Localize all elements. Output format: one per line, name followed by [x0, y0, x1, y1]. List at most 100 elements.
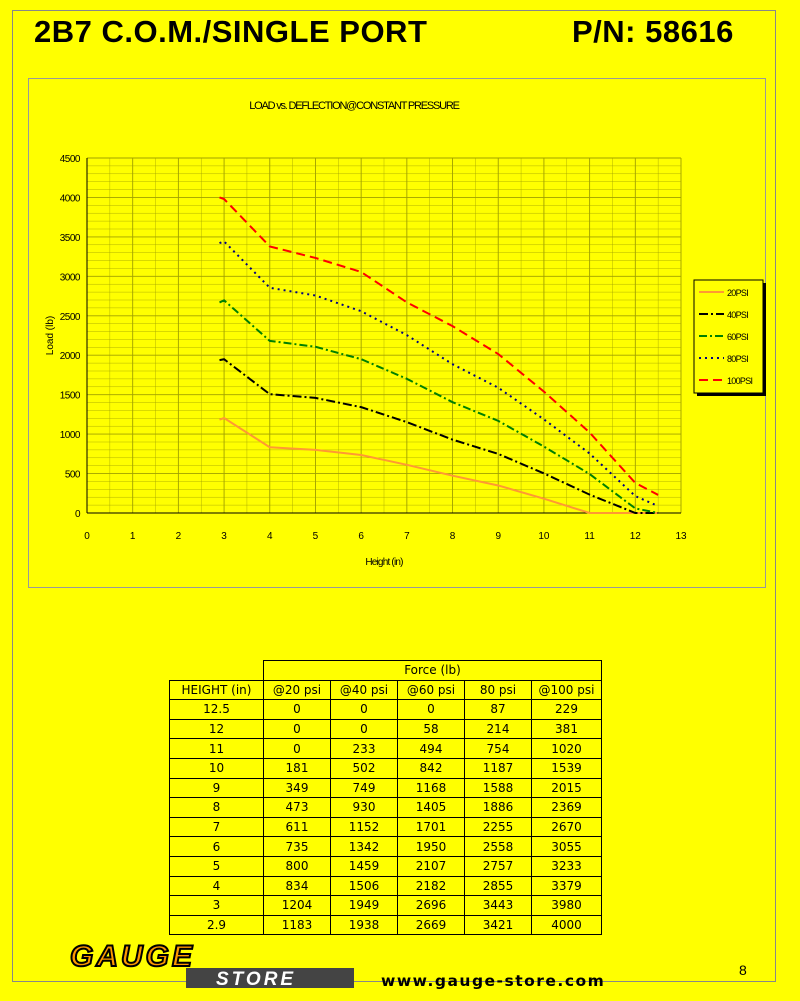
x-tick-label: 2 — [176, 531, 182, 542]
x-tick-label: 10 — [538, 531, 550, 542]
table-cell: 10 — [169, 757, 264, 779]
y-axis-label: Load (lb) — [45, 316, 56, 355]
series-line-60psi — [219, 299, 659, 514]
legend-label: 20PSI — [727, 288, 748, 298]
table-cell: 11 — [169, 738, 264, 759]
page-number: 8 — [739, 962, 747, 978]
table-cell: 8 — [169, 797, 264, 818]
column-header: HEIGHT (in) — [169, 679, 264, 701]
table-cell: 0 — [263, 738, 331, 759]
legend-label: 100PSI — [727, 376, 753, 386]
y-tick-label: 1000 — [60, 430, 81, 441]
table-cell: 0 — [397, 699, 465, 720]
series-line-20psi — [219, 416, 659, 514]
table-cell: 2558 — [464, 836, 532, 857]
table-cell: 2182 — [397, 875, 465, 897]
x-tick-label: 6 — [358, 531, 364, 542]
table-cell: 6 — [169, 836, 264, 857]
table-cell: 3055 — [531, 836, 602, 857]
table-cell: 1938 — [330, 914, 398, 936]
y-tick-label: 4000 — [60, 193, 81, 204]
table-cell: 473 — [263, 797, 331, 818]
table-cell: 754 — [464, 738, 532, 759]
series-line-40psi — [219, 358, 659, 514]
table-row: 8 473 930 1405 1886 2369 — [169, 797, 602, 818]
table-corner — [170, 661, 264, 681]
table-row: 9 349 749 1168 1588 2015 — [169, 777, 602, 799]
force-table: Force (lb) HEIGHT (in) @20 psi @40 psi @60 … — [169, 660, 602, 936]
table-cell: 842 — [397, 757, 465, 779]
table-cell: 2855 — [464, 875, 532, 897]
table-cell: 1152 — [330, 816, 398, 838]
x-tick-label: 0 — [84, 531, 90, 542]
table-cell: 800 — [263, 855, 331, 877]
table-cell: 349 — [263, 777, 331, 799]
table-cell: 12.5 — [169, 699, 264, 720]
table-cell: 1204 — [263, 895, 331, 916]
logo-store-banner — [186, 968, 354, 988]
table-cell: 611 — [263, 816, 331, 838]
x-tick-label: 5 — [313, 531, 319, 542]
table-row: 12.5 0 0 0 87 229 — [169, 699, 602, 720]
y-tick-label: 500 — [65, 470, 81, 481]
table-row: 6 735 1342 1950 2558 3055 — [169, 836, 602, 857]
table-cell: 494 — [397, 738, 465, 759]
table-cell: 1950 — [397, 836, 465, 857]
y-tick-label: 3500 — [60, 233, 81, 244]
table-cell: 2.9 — [169, 914, 264, 936]
table-body: 12.5 0 0 0 87 229 12 0 0 58 214 381 11 0 233 494 754 1020… — [169, 699, 602, 936]
load-deflection-chart: 0 1 2 3 4 5 6 7 8 9 10 11 12 130500100015002000250030… — [45, 100, 766, 568]
gauge-store-logo: GAUGE STORE — [69, 940, 354, 990]
x-tick-label: 7 — [404, 531, 410, 542]
table-cell: 2669 — [397, 914, 465, 936]
series-line-80psi — [219, 240, 659, 508]
table-cell: 834 — [263, 875, 331, 897]
table-cell: 2696 — [397, 895, 465, 916]
table-row: 10 181 502 842 1187 1539 — [169, 757, 602, 779]
table-cell: 3421 — [464, 914, 532, 936]
table-cell: 87 — [464, 699, 532, 720]
part-number: P/N: 58616 — [572, 14, 734, 49]
y-tick-label: 2000 — [60, 351, 81, 362]
x-tick-label: 11 — [584, 531, 595, 542]
table-cell: 930 — [330, 797, 398, 818]
chart-title: LOAD vs. DEFLECTION@CONSTANT PRESSURE — [249, 100, 459, 112]
table-cell: 1183 — [263, 914, 331, 936]
page-frame — [12, 10, 776, 982]
y-tick-label: 0 — [75, 509, 81, 520]
table-cell: 0 — [330, 699, 398, 720]
page-title: 2B7 C.O.M./SINGLE PORT — [34, 14, 428, 49]
logo-gauge-text: GAUGE — [70, 940, 195, 973]
table-cell: 9 — [169, 777, 264, 799]
column-header: @40 psi — [330, 679, 398, 701]
table-cell: 58 — [397, 718, 465, 740]
table-cell: 2670 — [531, 816, 602, 838]
logo-store-text: STORE — [216, 969, 296, 990]
y-tick-label: 4500 — [60, 154, 81, 165]
table-cell: 2757 — [464, 855, 532, 877]
table-cell: 1020 — [531, 738, 602, 759]
website-url[interactable]: www.gauge-store.com — [381, 972, 606, 990]
table-row: 12 0 0 58 214 381 — [169, 718, 602, 740]
table-row: 3 1204 1949 2696 3443 3980 — [169, 895, 602, 916]
table-cell: 5 — [169, 855, 264, 877]
y-tick-label: 3000 — [60, 272, 81, 283]
legend-label: 40PSI — [727, 310, 748, 320]
table-row: 4 834 1506 2182 2855 3379 — [169, 875, 602, 897]
table-cell: 735 — [263, 836, 331, 857]
table-cell: 0 — [330, 718, 398, 740]
table-cell: 1342 — [330, 836, 398, 857]
x-tick-label: 4 — [267, 531, 273, 542]
table-cell: 1459 — [330, 855, 398, 877]
table-cell: 1405 — [397, 797, 465, 818]
table-cell: 12 — [169, 718, 264, 740]
table-cell: 4000 — [531, 914, 602, 936]
table-cell: 214 — [464, 718, 532, 740]
series-line-100psi — [219, 196, 659, 496]
column-header: 80 psi — [464, 679, 532, 701]
table-cell: 3 — [169, 895, 264, 916]
table-cell: 1949 — [330, 895, 398, 916]
column-header-row: HEIGHT (in) @20 psi @40 psi @60 psi 80 psi @1… — [169, 679, 602, 701]
x-tick-label: 13 — [675, 531, 687, 542]
table-cell: 7 — [169, 816, 264, 838]
